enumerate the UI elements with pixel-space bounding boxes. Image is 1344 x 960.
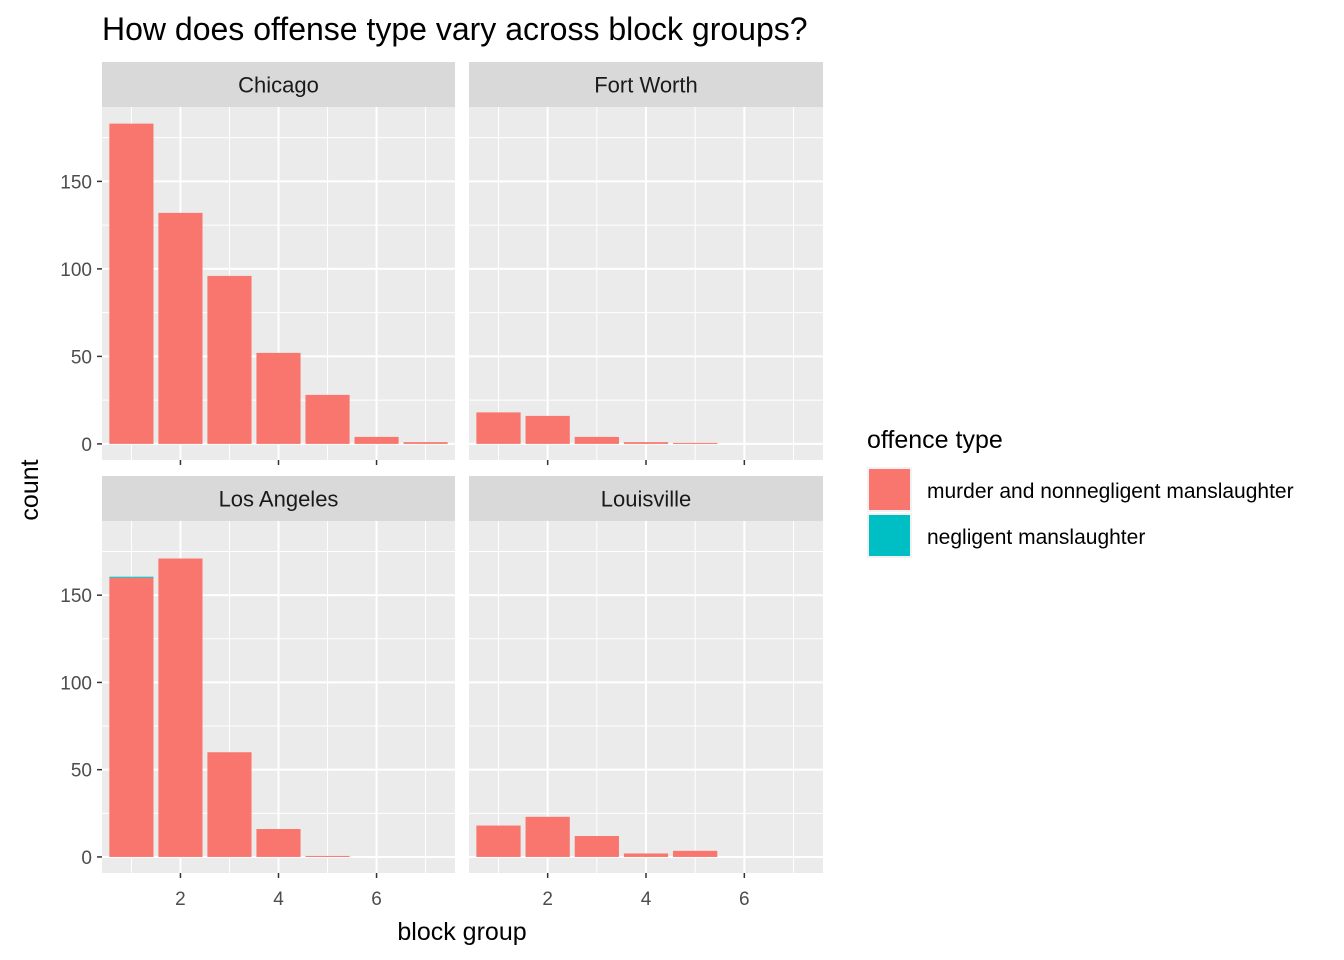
x-tick-label: 4 [273, 889, 284, 910]
bar-chicago-7-murder-and-nonnegligent-manslaughter [403, 442, 448, 444]
bar-chicago-1-murder-and-nonnegligent-manslaughter [109, 123, 154, 444]
bar-fort-worth-1-murder-and-nonnegligent-manslaughter [476, 412, 521, 444]
legend-swatch-negligent [869, 515, 910, 556]
y-tick-label: 50 [71, 761, 92, 782]
x-tick-label: 2 [542, 889, 553, 910]
chart-title: How does offense type vary across block … [102, 11, 808, 47]
strip-los-angeles [102, 476, 455, 521]
bar-chicago-3-murder-and-nonnegligent-manslaughter [207, 275, 252, 444]
bar-los-angeles-1-negligent-manslaughter [109, 576, 154, 578]
panel-los-angeles: Los Angeles 0 50 100 150 2 4 6 [60, 476, 455, 910]
strip-label-fort-worth: Fort Worth [594, 73, 698, 98]
x-tick-label: 4 [641, 889, 652, 910]
x-tick-label: 6 [371, 889, 382, 910]
bar-los-angeles-1-murder-and-nonnegligent-manslaughter [109, 577, 154, 857]
legend-title: offence type [867, 426, 1003, 454]
y-axis-title: count [16, 459, 44, 520]
bar-los-angeles-5-murder-and-nonnegligent-manslaughter [305, 855, 350, 857]
legend: offence type murder and nonnegligent man… [867, 426, 1294, 558]
strip-fort-worth [469, 62, 823, 107]
bar-louisville-4-murder-and-nonnegligent-manslaughter [623, 853, 669, 857]
bar-louisville-3-murder-and-nonnegligent-manslaughter [574, 836, 619, 857]
y-tick-label: 150 [60, 586, 92, 607]
bar-louisville-2-murder-and-nonnegligent-manslaughter [525, 816, 570, 857]
bar-fort-worth-4-murder-and-nonnegligent-manslaughter [623, 442, 669, 444]
panel-chicago: Chicago 0 50 100 150 [60, 62, 455, 465]
y-tick-label: 50 [71, 347, 92, 368]
x-tick-label: 6 [739, 889, 750, 910]
panel-fort-worth: Fort Worth [469, 62, 823, 465]
x-axis-title: block group [397, 918, 526, 946]
bar-los-angeles-3-murder-and-nonnegligent-manslaughter [207, 752, 252, 857]
strip-label-louisville: Louisville [601, 487, 692, 512]
bar-chicago-6-murder-and-nonnegligent-manslaughter [354, 436, 399, 444]
panel-louisville: Louisville 2 4 6 [469, 476, 823, 910]
bar-fort-worth-3-murder-and-nonnegligent-manslaughter [574, 436, 619, 444]
bar-chicago-5-murder-and-nonnegligent-manslaughter [305, 394, 350, 444]
bar-fort-worth-2-murder-and-nonnegligent-manslaughter [525, 415, 570, 444]
y-tick-label: 100 [60, 260, 92, 281]
strip-louisville [469, 476, 823, 521]
x-tick-label: 2 [175, 889, 186, 910]
y-tick-label: 0 [81, 848, 92, 869]
bar-louisville-5-murder-and-nonnegligent-manslaughter [673, 850, 718, 857]
legend-label-murder: murder and nonnegligent manslaughter [927, 480, 1294, 503]
bar-fort-worth-5-murder-and-nonnegligent-manslaughter [673, 442, 718, 444]
y-tick-label: 100 [60, 673, 92, 694]
bar-chicago-2-murder-and-nonnegligent-manslaughter [158, 212, 203, 444]
bar-los-angeles-4-murder-and-nonnegligent-manslaughter [256, 829, 301, 857]
y-tick-label: 0 [81, 435, 92, 456]
y-tick-label: 150 [60, 172, 92, 193]
bar-chicago-4-murder-and-nonnegligent-manslaughter [256, 352, 301, 444]
bar-louisville-1-murder-and-nonnegligent-manslaughter [476, 825, 521, 857]
strip-label-los-angeles: Los Angeles [219, 487, 339, 512]
legend-swatch-murder [869, 469, 910, 510]
facet-panels: Chicago 0 50 100 150 Fort Worth Los Angeles 0 50… [60, 62, 823, 910]
strip-label-chicago: Chicago [238, 73, 319, 98]
bar-los-angeles-2-murder-and-nonnegligent-manslaughter [158, 558, 203, 857]
legend-label-negligent: negligent manslaughter [927, 526, 1145, 549]
strip-chicago [102, 62, 455, 107]
